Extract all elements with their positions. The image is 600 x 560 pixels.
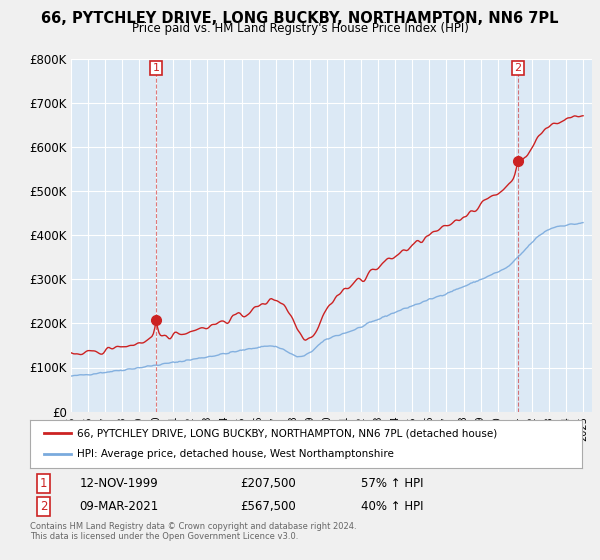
Text: 1: 1 xyxy=(40,477,47,490)
Text: Price paid vs. HM Land Registry's House Price Index (HPI): Price paid vs. HM Land Registry's House … xyxy=(131,22,469,35)
Text: £207,500: £207,500 xyxy=(240,477,296,490)
Text: 40% ↑ HPI: 40% ↑ HPI xyxy=(361,500,424,513)
Text: 1: 1 xyxy=(152,63,160,73)
Text: 09-MAR-2021: 09-MAR-2021 xyxy=(80,500,159,513)
Text: 2: 2 xyxy=(515,63,522,73)
Text: Contains HM Land Registry data © Crown copyright and database right 2024.
This d: Contains HM Land Registry data © Crown c… xyxy=(30,522,356,542)
Text: 12-NOV-1999: 12-NOV-1999 xyxy=(80,477,158,490)
Text: 66, PYTCHLEY DRIVE, LONG BUCKBY, NORTHAMPTON, NN6 7PL (detached house): 66, PYTCHLEY DRIVE, LONG BUCKBY, NORTHAM… xyxy=(77,428,497,438)
Text: 2: 2 xyxy=(40,500,47,513)
Text: 66, PYTCHLEY DRIVE, LONG BUCKBY, NORTHAMPTON, NN6 7PL: 66, PYTCHLEY DRIVE, LONG BUCKBY, NORTHAM… xyxy=(41,11,559,26)
Text: £567,500: £567,500 xyxy=(240,500,296,513)
Text: 57% ↑ HPI: 57% ↑ HPI xyxy=(361,477,424,490)
Text: HPI: Average price, detached house, West Northamptonshire: HPI: Average price, detached house, West… xyxy=(77,449,394,459)
